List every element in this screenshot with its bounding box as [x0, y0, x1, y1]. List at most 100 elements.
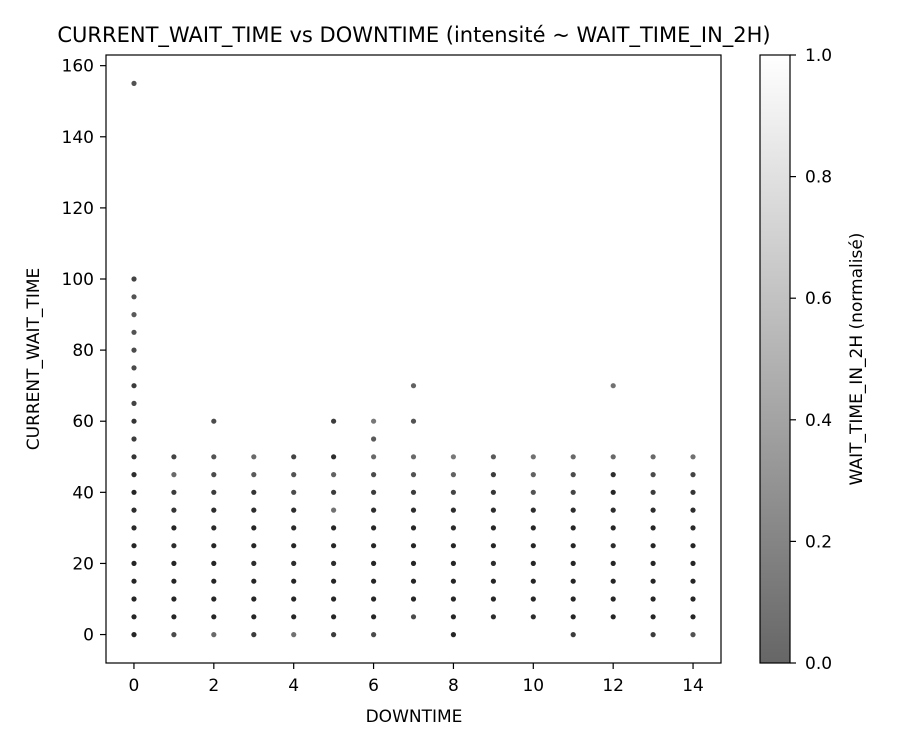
scatter-point: [331, 489, 337, 495]
scatter-point: [690, 596, 696, 602]
scatter-point: [131, 436, 137, 442]
scatter-point: [171, 489, 177, 495]
scatter-point: [171, 472, 177, 478]
scatter-point: [251, 543, 257, 549]
scatter-point: [131, 329, 137, 335]
scatter-point: [690, 525, 696, 531]
scatter-point: [490, 614, 496, 620]
scatter-point: [131, 454, 137, 460]
y-tick-label: 0: [83, 626, 94, 646]
scatter-point: [690, 560, 696, 567]
x-tick-label: 12: [602, 676, 624, 696]
plot-frame: [105, 54, 722, 664]
scatter-point: [371, 578, 377, 584]
scatter-point: [490, 560, 496, 567]
scatter-point: [650, 525, 656, 531]
scatter-point: [690, 632, 696, 638]
scatter-point: [131, 276, 137, 282]
scatter-point: [690, 578, 696, 584]
scatter-point: [251, 560, 257, 567]
scatter-point: [291, 489, 297, 495]
scatter-point: [450, 560, 456, 567]
x-tick-label: 0: [129, 676, 140, 696]
scatter-point: [450, 614, 456, 620]
scatter-point: [371, 489, 377, 495]
scatter-point: [570, 525, 576, 531]
scatter-point: [331, 507, 337, 513]
scatter-point: [251, 632, 257, 638]
scatter-point: [490, 472, 496, 478]
scatter-point: [291, 543, 297, 549]
scatter-point: [251, 614, 257, 620]
scatter-point: [570, 489, 576, 495]
scatter-point: [530, 614, 536, 620]
y-tick-label: 60: [72, 412, 94, 432]
x-tick-label: 4: [288, 676, 299, 696]
scatter-point: [291, 632, 297, 638]
scatter-point: [291, 472, 297, 478]
scatter-point: [410, 472, 417, 478]
scatter-point: [251, 472, 257, 478]
scatter-point: [530, 560, 536, 567]
scatter-point: [171, 632, 177, 638]
scatter-point: [131, 347, 137, 353]
scatter-point: [171, 578, 177, 584]
scatter-point: [131, 543, 137, 549]
scatter-point: [171, 543, 177, 549]
scatter-point: [131, 294, 137, 300]
scatter-point: [331, 525, 337, 531]
scatter-point: [331, 614, 337, 620]
scatter-point: [371, 507, 377, 513]
colorbar-tick-label: 0.2: [805, 532, 832, 552]
x-tick-label: 2: [208, 676, 219, 696]
scatter-point: [610, 543, 616, 549]
scatter-point: [650, 507, 656, 513]
scatter-point: [211, 454, 217, 460]
scatter-point: [211, 614, 217, 620]
scatter-point: [291, 454, 297, 460]
y-axis-ticks: 0 20 40 60 80 100 120 140 160: [62, 57, 106, 646]
scatter-point: [530, 596, 536, 602]
scatter-point: [211, 543, 217, 549]
scatter-point: [450, 454, 456, 460]
scatter-point: [650, 614, 656, 620]
scatter-point: [171, 614, 177, 620]
scatter-point: [410, 418, 417, 424]
scatter-point: [171, 560, 177, 567]
colorbar: [759, 54, 791, 664]
scatter-point: [211, 472, 217, 478]
scatter-point: [371, 596, 377, 602]
scatter-point: [450, 596, 456, 602]
scatter-point: [450, 507, 456, 513]
scatter-point: [450, 543, 456, 549]
scatter-point: [570, 596, 576, 602]
scatter-point: [450, 632, 456, 638]
scatter-point: [131, 80, 137, 86]
scatter-point: [650, 560, 656, 567]
scatter-point: [291, 525, 297, 531]
scatter-point: [291, 614, 297, 620]
scatter-point: [131, 507, 137, 513]
scatter-point: [650, 578, 656, 584]
scatter-point: [331, 454, 337, 460]
x-tick-label: 6: [368, 676, 379, 696]
x-axis-ticks: 0 2 4 6 8 10 12 14: [129, 663, 704, 696]
scatter-point: [131, 365, 137, 371]
scatter-point: [211, 418, 217, 424]
scatter-point: [331, 418, 337, 424]
scatter-point: [610, 614, 616, 620]
scatter-point: [570, 543, 576, 549]
scatter-point: [291, 507, 297, 513]
scatter-point: [251, 596, 257, 602]
colorbar-label: WAIT_TIME_IN_2H (normalisé): [847, 233, 867, 486]
scatter-point: [530, 578, 536, 584]
scatter-point: [650, 632, 656, 638]
colorbar-tick-label: 1.0: [805, 46, 832, 66]
scatter-point: [331, 472, 337, 478]
scatter-point: [610, 472, 616, 478]
scatter-point: [371, 614, 377, 620]
scatter-point: [610, 383, 616, 389]
scatter-point: [530, 454, 536, 460]
y-tick-label: 160: [62, 57, 94, 77]
x-tick-label: 8: [448, 676, 459, 696]
